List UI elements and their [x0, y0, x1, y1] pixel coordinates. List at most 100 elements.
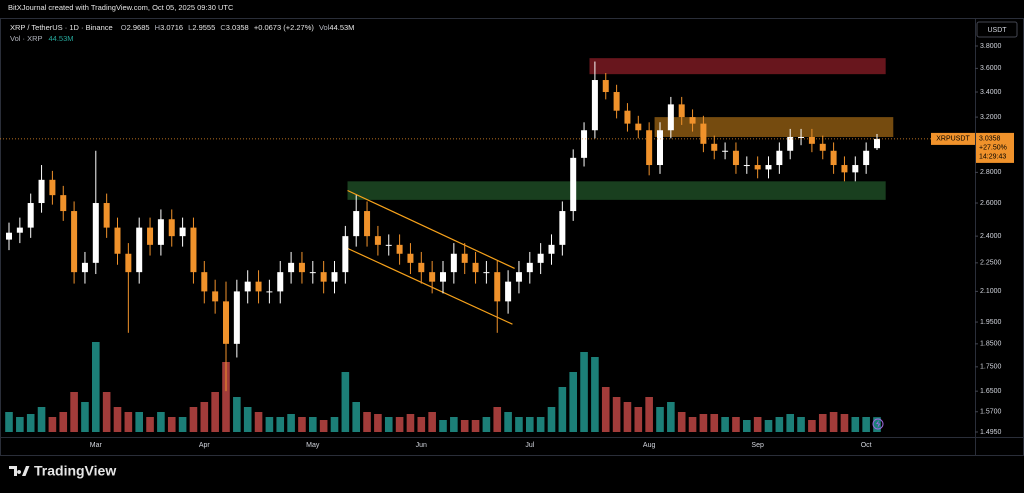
candle-body [396, 244, 403, 254]
volume-bar [601, 387, 610, 432]
volume-bar [167, 417, 176, 432]
candle-body [624, 110, 631, 124]
volume-bar [840, 414, 849, 432]
candle-body [179, 227, 186, 237]
candle-body [190, 227, 197, 273]
y-tick-label: 1.8500 [980, 341, 1002, 348]
volume-bar [92, 342, 100, 432]
volume-bar [460, 420, 469, 432]
vol-label: Vol [319, 23, 330, 32]
candle-body [602, 80, 609, 93]
candle-body [374, 236, 381, 245]
volume-bar [547, 407, 556, 432]
volume-bar [406, 414, 415, 432]
x-tick-label: Oct [861, 442, 872, 449]
candle-body [60, 195, 67, 212]
price-tag-countdown: 14:29:43 [979, 154, 1006, 161]
candle-body [429, 272, 436, 282]
candle-body [136, 227, 143, 273]
ohlc-label: L [188, 23, 192, 32]
candle-body [342, 236, 349, 273]
candle-body [114, 227, 121, 254]
logo-mark [9, 466, 30, 476]
candle-body [385, 244, 392, 246]
volume-bar [309, 417, 317, 432]
alert-icon[interactable] [872, 418, 884, 430]
x-tick-label: Aug [643, 442, 656, 449]
y-tick-label: 3.4000 [980, 89, 1002, 96]
ohlc-label: O [121, 23, 127, 32]
volume-bar [178, 417, 187, 432]
ohlc-value: 3.0716 [160, 23, 183, 32]
volume-bar [645, 397, 653, 432]
candle-body [157, 219, 164, 245]
volume-bar [808, 420, 816, 432]
volume-bar [612, 397, 621, 432]
y-tick-label: 2.8000 [980, 169, 1002, 176]
candle-body [613, 92, 620, 111]
candle-body [689, 117, 696, 124]
zone [347, 181, 886, 200]
candle-body [49, 179, 56, 196]
volume-bar [851, 417, 860, 432]
currency-button[interactable] [976, 21, 1018, 38]
volume-bar [319, 420, 328, 432]
ohlc-value: 2.9555 [192, 23, 215, 32]
brand-logo: TradingView [9, 463, 116, 479]
currency[interactable]: USDT [987, 27, 1007, 34]
volume-bar [102, 392, 111, 432]
candle-body [765, 165, 772, 170]
y-tick-label: 1.5700 [980, 409, 1002, 416]
volume-bar [677, 412, 686, 432]
volume-bar [688, 417, 697, 432]
volume-bar [797, 417, 805, 432]
candle-body [298, 262, 305, 273]
x-tick-label: Jul [525, 442, 534, 449]
candle-body [776, 150, 783, 166]
candle-body [103, 203, 110, 228]
candle-body [472, 262, 479, 273]
candle-body [732, 150, 739, 166]
volume-bar [873, 417, 881, 432]
candle-body [407, 253, 414, 263]
candle-body [353, 211, 360, 237]
volume-bar [515, 417, 523, 432]
volume-bar [363, 412, 371, 432]
x-tick-label: Sep [751, 442, 764, 449]
volume-bar [710, 414, 719, 432]
candle-body [168, 219, 175, 237]
candle-body [819, 143, 826, 151]
volume-bar [341, 372, 350, 432]
volume-bar [298, 417, 306, 432]
y-tick-label: 3.8000 [980, 43, 1002, 50]
candle-body [212, 291, 219, 302]
volume-bar [667, 402, 675, 432]
candle-body [841, 165, 848, 173]
price-tag-change: +27.50% [979, 145, 1007, 152]
volume-bar [829, 412, 838, 432]
volume-bar [526, 417, 534, 432]
volume-bar [113, 407, 122, 432]
volume-bar [157, 412, 165, 432]
volume-bar [222, 362, 230, 432]
channel-line [347, 247, 513, 325]
volume-bar [862, 417, 870, 432]
candle-body [27, 203, 34, 228]
volume-bar [352, 402, 360, 432]
volume-bar [721, 417, 729, 432]
channel-line [347, 189, 515, 269]
volume-bar [16, 417, 24, 432]
candle-body [277, 272, 284, 292]
volume-bar [786, 414, 794, 432]
candle-body [38, 179, 45, 204]
volume-bar [265, 417, 274, 432]
volume-bar [743, 420, 751, 432]
volume-bar [634, 407, 643, 432]
candle-body [808, 136, 815, 144]
volume-bar [775, 417, 784, 432]
candle-body [244, 281, 251, 292]
volume-bar [591, 357, 599, 432]
volume-bar [146, 417, 154, 432]
candle-body [494, 272, 501, 302]
